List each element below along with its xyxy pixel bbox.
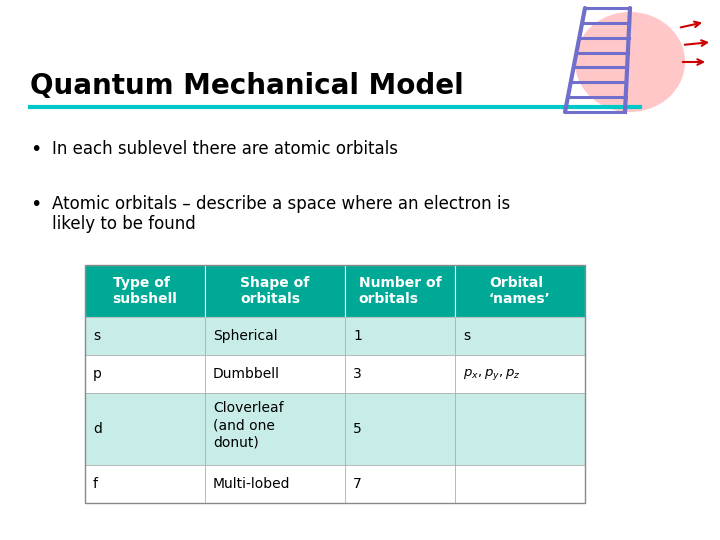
Text: Quantum Mechanical Model: Quantum Mechanical Model [30, 72, 464, 100]
Text: d: d [93, 422, 102, 436]
Bar [455, 317, 585, 355]
Bar [345, 355, 455, 393]
Bar [85, 393, 205, 465]
Bar [345, 265, 455, 317]
Text: f: f [93, 477, 98, 491]
Ellipse shape [575, 12, 685, 112]
Text: Shape of
orbitals: Shape of orbitals [240, 276, 310, 306]
Text: $p_x, p_y, p_z$: $p_x, p_y, p_z$ [463, 367, 521, 381]
Bar [345, 465, 455, 503]
Bar [455, 393, 585, 465]
Text: In each sublevel there are atomic orbitals: In each sublevel there are atomic orbita… [52, 140, 398, 158]
Text: •: • [30, 195, 41, 214]
Bar [205, 317, 345, 355]
Text: likely to be found: likely to be found [52, 215, 196, 233]
Bar [85, 465, 205, 503]
Text: 3: 3 [353, 367, 361, 381]
Text: Orbital
‘names’: Orbital ‘names’ [489, 276, 551, 306]
Bar [205, 465, 345, 503]
Bar [455, 355, 585, 393]
Bar [205, 355, 345, 393]
Text: s: s [463, 329, 470, 343]
Bar [205, 393, 345, 465]
Bar [455, 265, 585, 317]
Text: Number of
orbitals: Number of orbitals [359, 276, 441, 306]
Text: Cloverleaf
(and one
donut): Cloverleaf (and one donut) [213, 401, 284, 450]
Text: 7: 7 [353, 477, 361, 491]
Bar [85, 265, 205, 317]
Text: 1: 1 [353, 329, 362, 343]
Text: Dumbbell: Dumbbell [213, 367, 280, 381]
Text: Type of
subshell: Type of subshell [112, 276, 177, 306]
Bar [345, 317, 455, 355]
Bar [205, 265, 345, 317]
Bar [85, 265, 585, 503]
Text: Spherical: Spherical [213, 329, 278, 343]
Bar [85, 317, 205, 355]
Text: p: p [93, 367, 102, 381]
Text: Atomic orbitals – describe a space where an electron is: Atomic orbitals – describe a space where… [52, 195, 510, 213]
Bar [85, 355, 205, 393]
Text: •: • [30, 140, 41, 159]
Text: s: s [93, 329, 100, 343]
Bar [455, 465, 585, 503]
Text: Multi-lobed: Multi-lobed [213, 477, 290, 491]
Bar [345, 393, 455, 465]
Text: 5: 5 [353, 422, 361, 436]
